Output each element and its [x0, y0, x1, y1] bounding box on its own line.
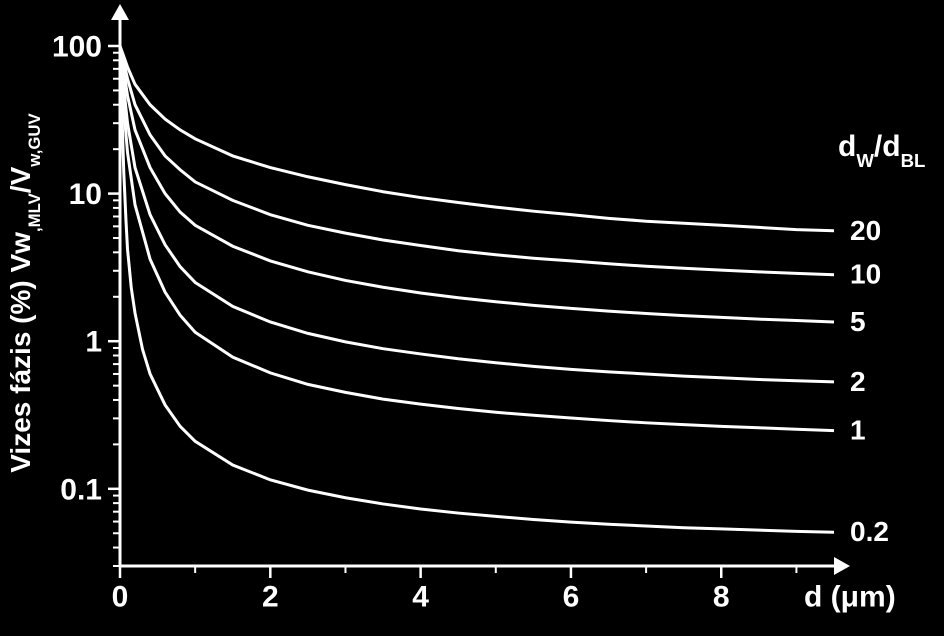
y-tick-label: 10: [69, 178, 102, 211]
series-end-label: 2: [850, 366, 866, 397]
series-end-label: 10: [850, 259, 881, 290]
series-end-label: 5: [850, 306, 866, 337]
y-tick-label: 100: [52, 30, 102, 63]
chart-svg: 02468d (μm)0.1110100Vizes fázis (%) Vw,M…: [0, 0, 944, 636]
y-tick-label: 1: [85, 326, 102, 359]
series-end-label: 0.2: [850, 516, 889, 547]
x-tick-label: 8: [713, 581, 730, 614]
x-axis-label: d (μm): [804, 581, 896, 614]
y-tick-label: 0.1: [60, 473, 102, 506]
x-tick-label: 6: [563, 581, 580, 614]
series-end-label: 20: [850, 215, 881, 246]
x-tick-label: 0: [112, 581, 129, 614]
x-tick-label: 2: [262, 581, 279, 614]
series-end-label: 1: [850, 415, 866, 446]
x-tick-label: 4: [412, 581, 429, 614]
